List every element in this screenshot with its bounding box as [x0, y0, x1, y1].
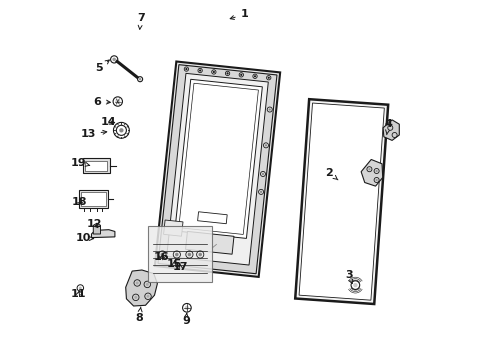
Circle shape — [198, 253, 202, 256]
Polygon shape — [91, 230, 115, 238]
Circle shape — [199, 69, 201, 72]
Circle shape — [146, 295, 149, 298]
Text: 1: 1 — [230, 9, 248, 19]
Circle shape — [134, 296, 137, 299]
Polygon shape — [382, 120, 399, 140]
Polygon shape — [155, 62, 280, 277]
Polygon shape — [158, 65, 276, 274]
Polygon shape — [175, 79, 262, 238]
Polygon shape — [125, 270, 157, 306]
Circle shape — [79, 287, 81, 289]
Text: 5: 5 — [95, 60, 109, 73]
Circle shape — [226, 72, 228, 75]
Bar — [81, 192, 106, 206]
Circle shape — [260, 191, 262, 193]
Text: 11: 11 — [70, 289, 86, 299]
Circle shape — [268, 108, 270, 111]
Polygon shape — [361, 159, 382, 186]
Polygon shape — [179, 83, 258, 234]
Circle shape — [112, 58, 116, 61]
Text: 16: 16 — [154, 252, 169, 262]
Circle shape — [115, 99, 120, 104]
Text: 2: 2 — [325, 168, 337, 180]
Text: 3: 3 — [345, 270, 352, 284]
Circle shape — [212, 71, 215, 73]
Text: 9: 9 — [182, 313, 189, 326]
Circle shape — [160, 253, 164, 256]
Polygon shape — [295, 99, 387, 304]
Circle shape — [119, 128, 123, 132]
Circle shape — [185, 68, 187, 70]
Text: 8: 8 — [135, 307, 143, 323]
Circle shape — [136, 282, 139, 284]
Circle shape — [375, 170, 377, 172]
Text: 14: 14 — [101, 117, 116, 127]
Circle shape — [175, 253, 178, 256]
Text: 18: 18 — [72, 197, 87, 207]
Circle shape — [375, 179, 377, 181]
Text: 7: 7 — [137, 13, 144, 29]
Circle shape — [253, 75, 256, 77]
Text: 12: 12 — [86, 219, 102, 229]
Circle shape — [139, 78, 141, 80]
Text: 13: 13 — [80, 129, 106, 139]
Text: 6: 6 — [94, 96, 110, 107]
Text: 4: 4 — [384, 119, 392, 135]
Bar — [79, 190, 108, 208]
Circle shape — [262, 173, 264, 175]
Circle shape — [184, 306, 189, 310]
Bar — [85, 161, 106, 171]
Circle shape — [367, 168, 370, 170]
Polygon shape — [166, 73, 268, 265]
Circle shape — [352, 283, 357, 287]
Circle shape — [187, 253, 191, 256]
Polygon shape — [299, 103, 384, 300]
Circle shape — [264, 144, 266, 147]
Bar — [83, 158, 110, 173]
Circle shape — [145, 283, 148, 286]
Polygon shape — [163, 220, 183, 236]
FancyBboxPatch shape — [148, 226, 212, 282]
Circle shape — [240, 74, 242, 76]
Polygon shape — [197, 212, 227, 224]
Text: 19: 19 — [71, 158, 89, 168]
Circle shape — [267, 77, 269, 79]
Polygon shape — [93, 223, 101, 234]
Text: 17: 17 — [172, 262, 188, 272]
Text: 15: 15 — [166, 258, 182, 269]
Polygon shape — [185, 231, 233, 254]
Text: 10: 10 — [75, 233, 94, 243]
